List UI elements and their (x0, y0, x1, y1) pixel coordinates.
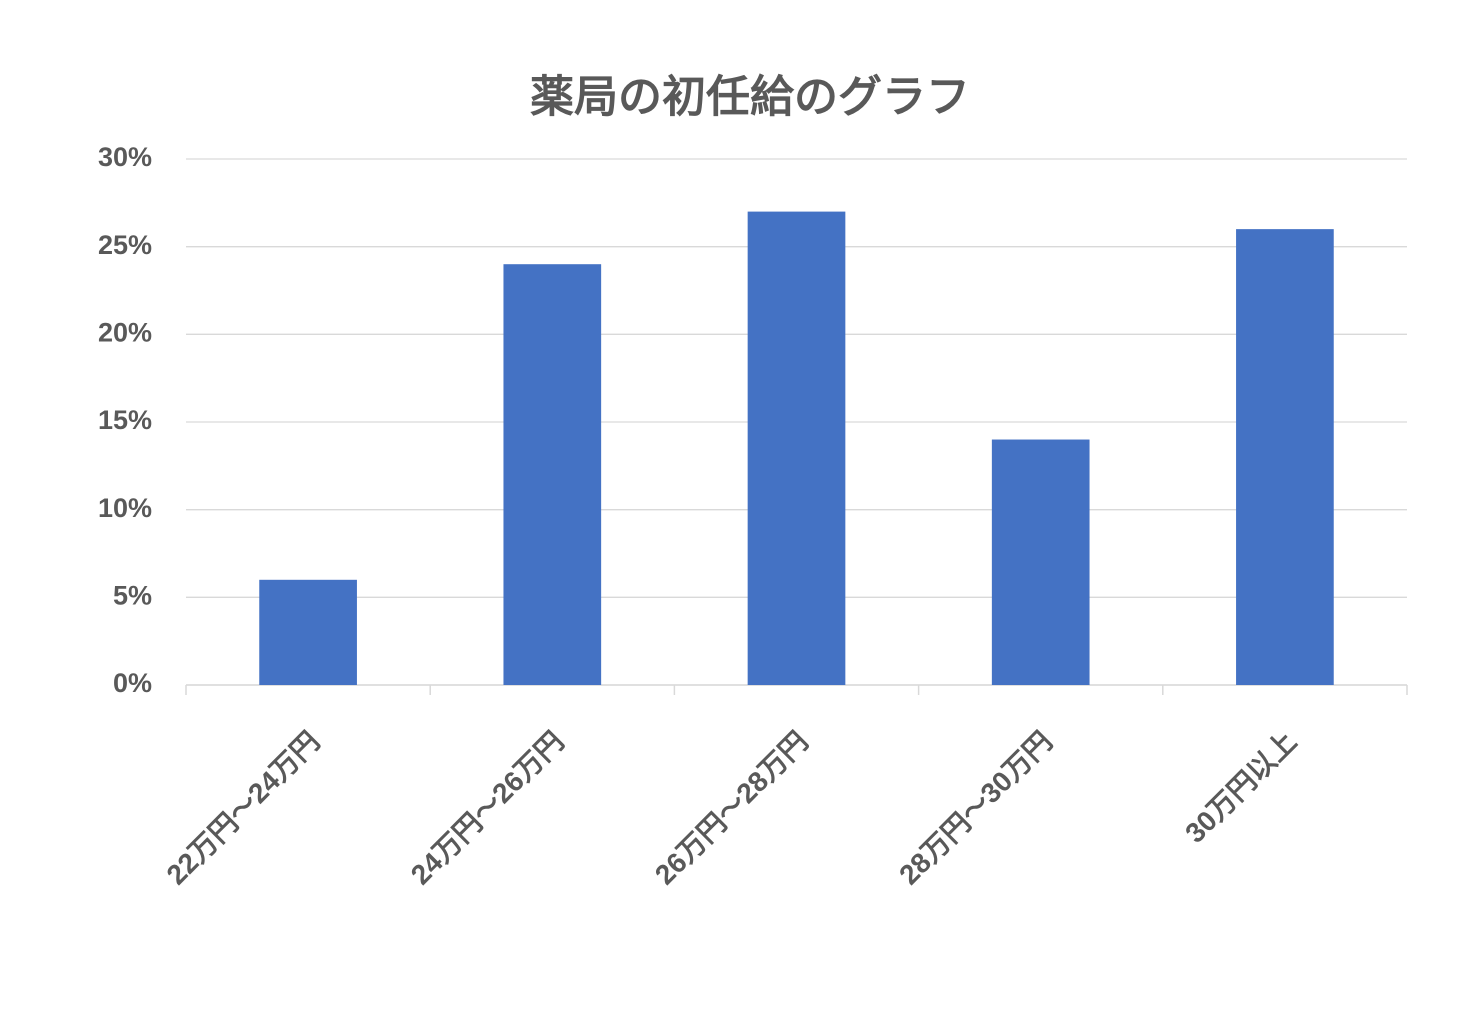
chart-title: 薬局の初任給のグラフ (530, 73, 970, 122)
y-tick-label: 0% (113, 668, 152, 698)
y-tick-label: 25% (98, 230, 152, 260)
bar (991, 439, 1090, 685)
x-tick-label: 28万円～30万円 (893, 726, 1058, 891)
x-tick-label: 24万円～26万円 (405, 726, 570, 891)
y-tick-label: 10% (98, 493, 152, 523)
y-tick-label: 15% (98, 405, 152, 435)
x-tick-label: 22万円～24万円 (161, 726, 326, 891)
bar (1236, 229, 1334, 685)
y-tick-label: 30% (98, 142, 152, 172)
y-tick-label: 20% (98, 317, 152, 347)
bar (503, 264, 602, 685)
bar (747, 211, 846, 685)
x-tick-label: 30万円以上 (1179, 726, 1302, 849)
bar (259, 579, 357, 685)
x-tick-label: 26万円～28万円 (649, 726, 814, 891)
y-tick-label: 5% (113, 580, 152, 610)
